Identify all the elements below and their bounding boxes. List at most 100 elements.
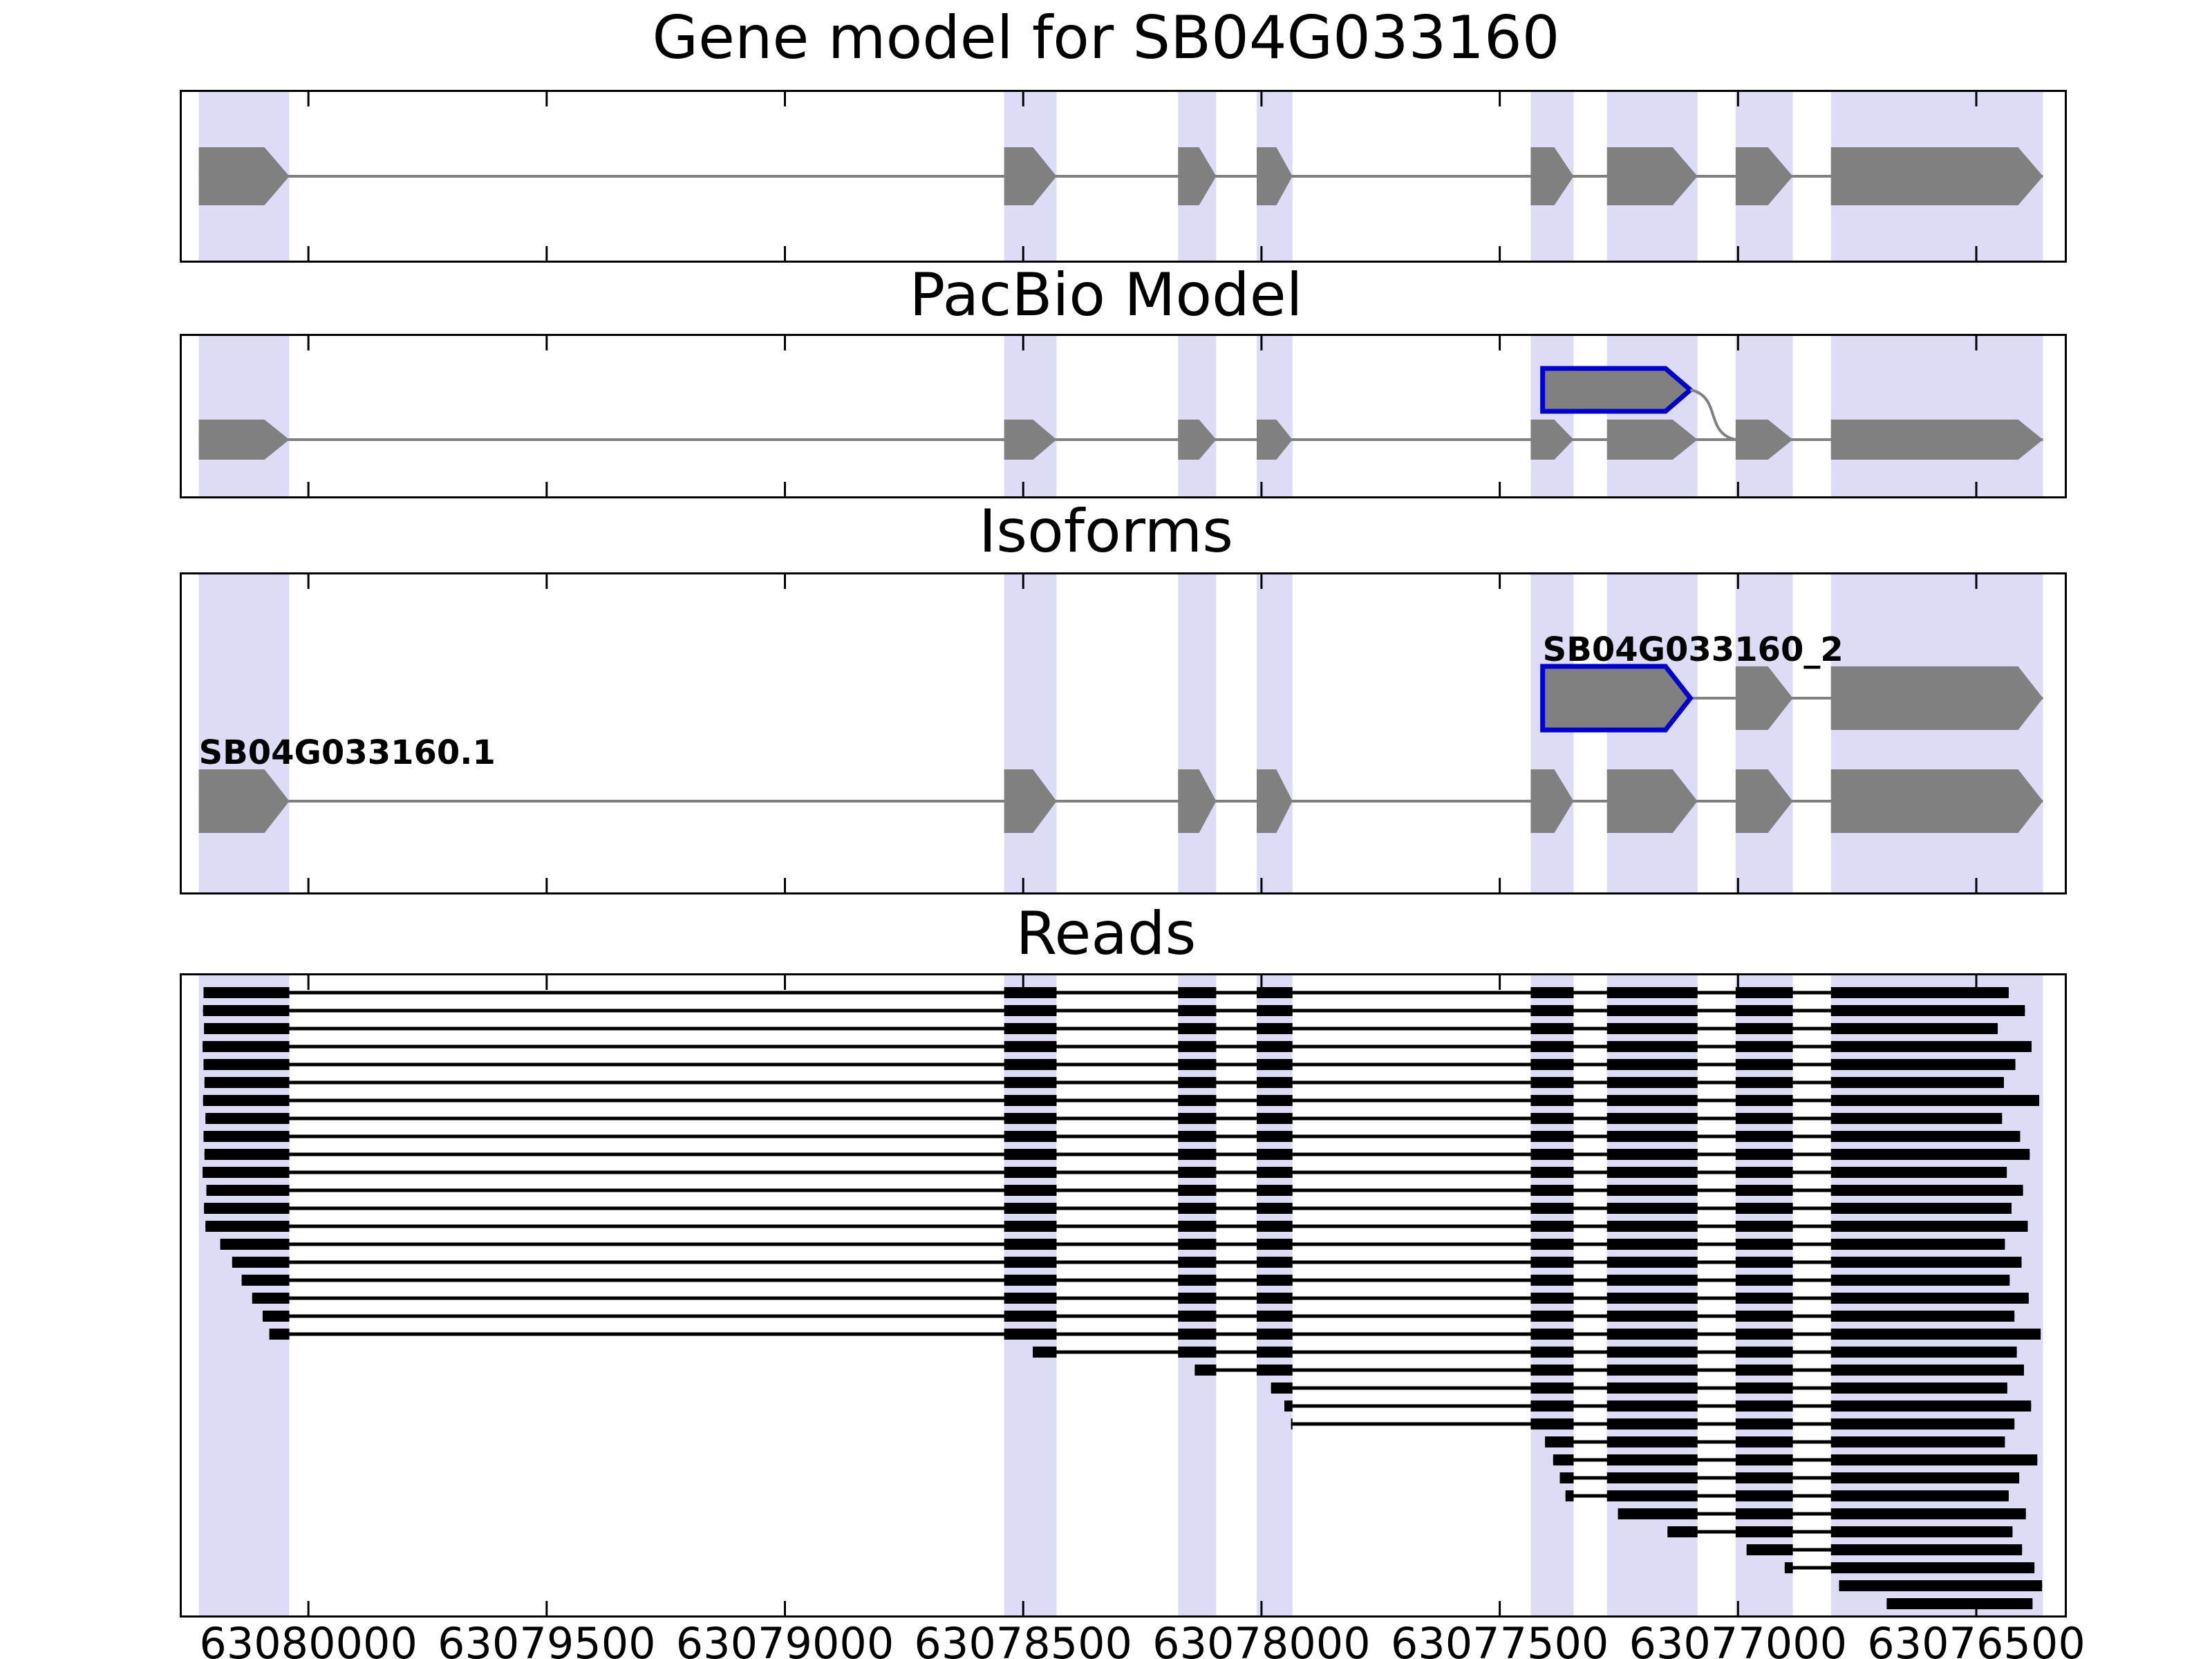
x-tick-label: 63078000 <box>1152 1618 1371 1659</box>
exon-shape <box>1178 147 1217 205</box>
exon-shape <box>198 769 290 833</box>
read-exon-block <box>204 1023 290 1034</box>
read-exon-block <box>1606 987 1698 998</box>
read-exon-block <box>1886 1598 2033 1609</box>
read-exon-block <box>1830 1400 2032 1412</box>
read-exon-block <box>1606 1293 1698 1304</box>
read-exon-block <box>1735 1239 1793 1250</box>
read-exon-block <box>1735 1257 1793 1268</box>
read-exon-block <box>1178 1077 1217 1088</box>
read-exon-block <box>232 1257 290 1268</box>
exon-shape <box>1178 420 1217 460</box>
read-exon-block <box>1530 1418 1574 1430</box>
read-exon-block <box>1735 1023 1793 1034</box>
highlight-band <box>1178 334 1217 498</box>
exon-shape <box>1257 769 1293 833</box>
read-exon-block <box>1735 1365 1793 1376</box>
read-exon-block <box>1606 1311 1698 1322</box>
read-exon-block <box>1004 1095 1057 1106</box>
x-axis-tick-labels: 63080000 63079500 63079000 63078500 63078000… <box>0 1620 2212 1659</box>
read-exon-block <box>1735 1472 1793 1483</box>
read-exon-block <box>1830 1095 2040 1106</box>
read-exon-block <box>1606 1347 1698 1358</box>
read-exon-block <box>1257 1329 1293 1340</box>
read-exon-block <box>1178 1005 1217 1016</box>
read-exon-block <box>1830 1418 2015 1430</box>
highlight-band <box>1004 572 1057 894</box>
highlight-band <box>1830 572 2043 894</box>
read-exon-block <box>1257 1311 1293 1322</box>
exon-shape <box>1606 147 1698 205</box>
read-line <box>204 1080 2005 1085</box>
read-exon-block <box>1559 1472 1574 1483</box>
read-line <box>204 1152 2030 1156</box>
read-exon-block <box>1257 1095 1293 1106</box>
read-exon-block <box>1530 1167 1574 1178</box>
exon-shape <box>1530 769 1574 833</box>
read-exon-block <box>1004 1203 1057 1214</box>
read-exon-block <box>1257 1365 1293 1376</box>
figure-title: Gene model for SB04G033160 <box>652 3 1560 73</box>
read-exon-block <box>1530 1257 1574 1268</box>
highlight-band <box>1004 334 1057 498</box>
read-exon-block <box>1735 1203 1793 1214</box>
exon-shape <box>1004 769 1057 833</box>
read-line <box>241 1278 2010 1282</box>
read-exon-block <box>1257 1347 1293 1358</box>
exon-shape <box>1830 769 2043 833</box>
read-exon-block <box>1735 1347 1793 1358</box>
highlight-band <box>1735 572 1793 894</box>
read-exon-block <box>1830 1544 2023 1555</box>
read-exon-block <box>1257 1275 1293 1286</box>
pacbio-title: PacBio Model <box>909 261 1303 330</box>
x-tick-label: 63080000 <box>199 1618 418 1659</box>
exon-shape <box>1735 666 1793 730</box>
read-exon-block <box>1004 1275 1057 1286</box>
read-exon-block <box>204 1203 290 1214</box>
read-exon-block <box>1178 1059 1217 1070</box>
read-exon-block <box>1178 1293 1217 1304</box>
x-tick-label: 63079500 <box>438 1618 656 1659</box>
novel-exon-shape <box>1540 664 1694 733</box>
read-exon-block <box>1257 1293 1293 1304</box>
read-exon-block <box>1735 1077 1793 1088</box>
isoforms-title: Isoforms <box>978 497 1234 566</box>
read-line <box>252 1296 2029 1300</box>
read-exon-block <box>1530 1329 1574 1340</box>
exon-shape <box>1606 769 1698 833</box>
read-exon-block <box>1004 1239 1057 1250</box>
read-exon-block <box>1830 1454 2038 1465</box>
read-exon-block <box>1830 1113 2003 1124</box>
read-exon-block <box>1530 1113 1574 1124</box>
read-exon-block <box>1178 1275 1217 1286</box>
read-exon-block <box>1735 1329 1793 1340</box>
read-line <box>262 1314 2015 1318</box>
read-line <box>203 1098 2040 1103</box>
read-exon-block <box>1033 1347 1057 1358</box>
novel-exon-shape <box>1540 366 1694 414</box>
read-exon-block <box>1530 987 1574 998</box>
read-exon-block <box>1530 1400 1574 1412</box>
read-exon-block <box>1178 1131 1217 1142</box>
read-exon-block <box>1257 1149 1293 1160</box>
read-exon-block <box>205 1221 290 1232</box>
read-exon-block <box>1530 1077 1574 1088</box>
read-exon-block <box>1830 1059 2016 1070</box>
read-exon-block <box>1257 987 1293 998</box>
read-exon-block <box>1530 1311 1574 1322</box>
panel-border <box>180 973 2067 1618</box>
read-exon-block <box>1004 1311 1057 1322</box>
highlight-band <box>1606 334 1698 498</box>
read-exon-block <box>1178 987 1217 998</box>
read-exon-block <box>204 1149 290 1160</box>
read-exon-block <box>1735 987 1793 998</box>
read-exon-block <box>252 1293 290 1304</box>
read-exon-block <box>1257 1167 1293 1178</box>
read-exon-block <box>1606 1203 1698 1214</box>
read-exon-block <box>1530 1221 1574 1232</box>
read-line <box>1553 1458 2038 1462</box>
read-line <box>1033 1350 2017 1354</box>
read-exon-block <box>1178 1185 1217 1196</box>
exon-shape <box>1735 769 1793 833</box>
